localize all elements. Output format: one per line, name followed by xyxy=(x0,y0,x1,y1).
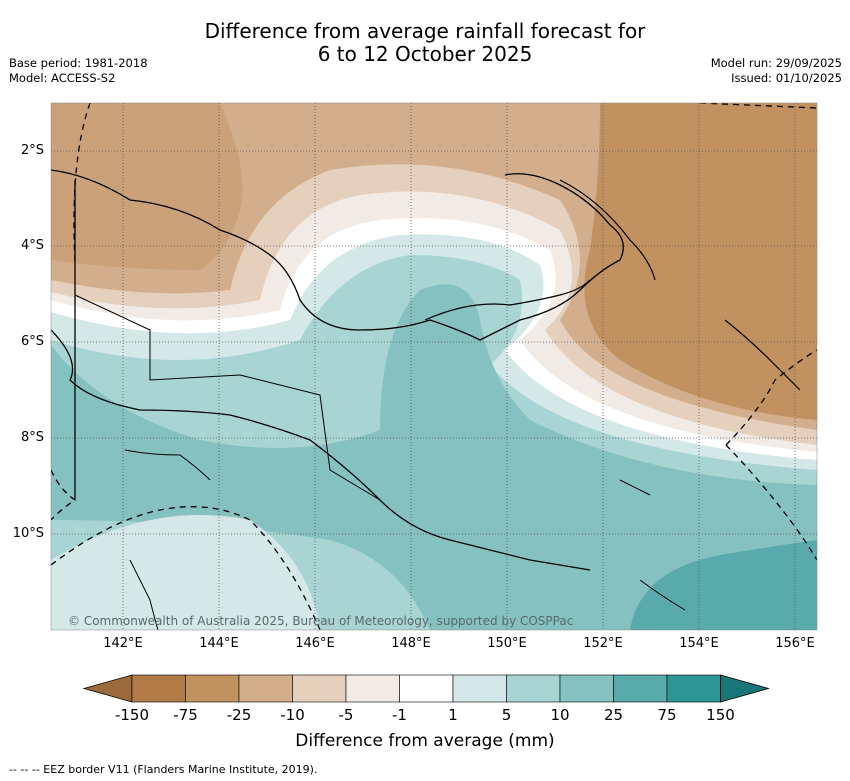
colorbar-tick-label: -75 xyxy=(173,706,198,724)
lon-tick-label: 154°E xyxy=(679,636,719,651)
title-line-1: Difference from average rainfall forecas… xyxy=(204,19,646,43)
map-frame xyxy=(50,102,818,631)
new-guinea-coast xyxy=(51,169,624,341)
colorbar-segment xyxy=(131,674,186,703)
louisiade xyxy=(619,479,686,611)
lon-tick-label: 148°E xyxy=(391,636,431,651)
colorbar-segment xyxy=(506,674,561,703)
eez-borders xyxy=(51,103,817,630)
province-lines xyxy=(74,294,381,501)
lat-tick-label: 4°S xyxy=(20,238,44,253)
colorbar-tick-label: -5 xyxy=(338,706,354,724)
new-ireland xyxy=(559,179,656,281)
new-britain xyxy=(424,279,591,321)
colorbar-segment xyxy=(613,674,668,703)
colorbar-tick-label: 75 xyxy=(657,706,677,724)
lon-tick-label: 152°E xyxy=(583,636,623,651)
colorbar-segment xyxy=(185,674,240,703)
lat-tick-label: 6°S xyxy=(20,334,44,349)
model-run: Model run: 29/09/2025 xyxy=(710,56,842,70)
colorbar-segment xyxy=(345,674,400,703)
graticule xyxy=(51,103,817,630)
colorbar-segment xyxy=(399,674,454,703)
colorbar-segment xyxy=(238,674,293,703)
colorbar-extend-low xyxy=(82,674,133,703)
lon-tick-label: 146°E xyxy=(295,636,335,651)
lon-tick-label: 150°E xyxy=(487,636,527,651)
colorbar xyxy=(82,674,770,703)
eez-footer-note: -- -- -- EEZ border V11 (Flanders Marine… xyxy=(9,763,318,776)
colorbar-segment xyxy=(666,674,721,703)
coastlines xyxy=(51,169,801,630)
lat-tick-label: 10°S xyxy=(12,526,44,541)
colorbar-tick-label: 25 xyxy=(603,706,624,724)
lon-tick-label: 142°E xyxy=(103,636,143,651)
colorbar-tick-label: -25 xyxy=(226,706,252,724)
cape-york xyxy=(129,559,159,630)
map-title: Difference from average rainfall forecas… xyxy=(0,20,850,66)
lon-tick-label: 156°E xyxy=(775,636,815,651)
papua-south-coast xyxy=(51,329,591,571)
lat-tick-label: 8°S xyxy=(20,430,44,445)
colorbar-tick-label: -1 xyxy=(392,706,407,724)
northern-australia xyxy=(124,449,211,481)
title-line-2: 6 to 12 October 2025 xyxy=(317,42,533,66)
model-name: Model: ACCESS-S2 xyxy=(9,71,116,85)
colorbar-tick-label: 1 xyxy=(448,706,458,724)
colorbar-extend-high xyxy=(720,674,770,703)
colorbar-tick-label: -10 xyxy=(280,706,305,724)
colorbar-tick-label: 5 xyxy=(501,706,512,724)
meta-right: Model run: 29/09/2025 Issued: 01/10/2025 xyxy=(711,56,842,86)
colorbar-tick-label: -150 xyxy=(114,706,150,724)
meta-left: Base period: 1981-2018 Model: ACCESS-S2 xyxy=(9,56,148,86)
copyright-notice: © Commonwealth of Australia 2025, Bureau… xyxy=(68,614,574,628)
issued-date: Issued: 01/10/2025 xyxy=(731,71,842,85)
bougainville xyxy=(724,319,801,391)
colorbar-segment xyxy=(452,674,507,703)
colorbar-tick-label: 150 xyxy=(706,706,735,724)
colorbar-segment xyxy=(292,674,347,703)
lat-tick-label: 2°S xyxy=(20,143,44,158)
colorbar-tick-label: 10 xyxy=(550,706,570,724)
lon-tick-label: 144°E xyxy=(199,636,239,651)
colorbar-segment xyxy=(559,674,614,703)
colorbar-title: Difference from average (mm) xyxy=(295,731,555,751)
rainfall-field xyxy=(51,103,817,630)
base-period: Base period: 1981-2018 xyxy=(9,56,148,70)
